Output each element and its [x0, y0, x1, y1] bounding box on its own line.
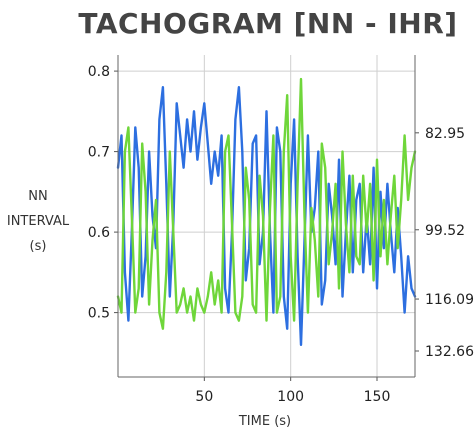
y2-tick-label: 116.09: [425, 292, 474, 308]
series-line-green: [116, 77, 417, 330]
y-tick-label: 0.5: [88, 306, 110, 322]
y-axis-label-line-1: NN: [28, 189, 47, 204]
y-tick-label: 0.7: [88, 145, 110, 161]
y-axis-label-line-3: (s): [30, 239, 47, 254]
y2-tick-label: 82.95: [425, 126, 465, 142]
series-layer: [116, 77, 417, 346]
axes: [114, 55, 419, 381]
y2-tick-label: 99.52: [425, 223, 465, 239]
y-axis-label-line-2: INTERVAL: [7, 214, 70, 229]
chart-title: TACHOGRAM [NN - IHR]: [78, 7, 457, 40]
x-axis-label: TIME (s): [238, 414, 291, 429]
y-tick-label: 0.8: [88, 64, 110, 80]
x-tick-label: 100: [277, 389, 304, 405]
y2-tick-label: 132.66: [425, 344, 474, 360]
y-tick-label: 0.6: [88, 225, 110, 241]
x-tick-label: 150: [364, 389, 391, 405]
tick-labels: 0.5 0.6 0.7 0.8 82.95 99.52 116.09 132.66 50 100 1…: [88, 64, 474, 405]
x-tick-label: 50: [195, 389, 213, 405]
